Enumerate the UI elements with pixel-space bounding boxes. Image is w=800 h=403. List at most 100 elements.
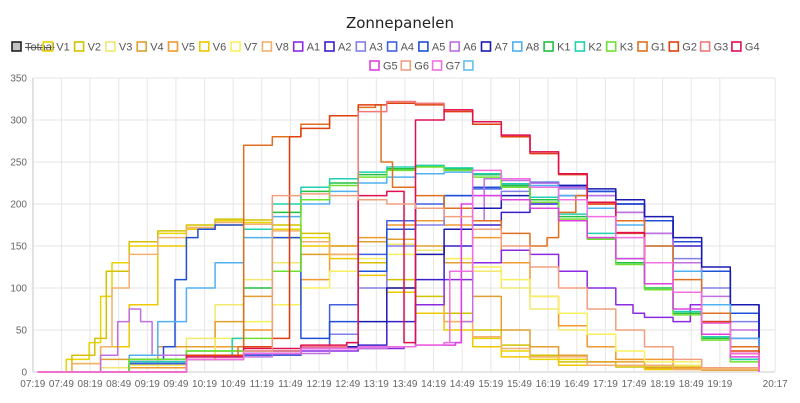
x-tick-label: 09:19	[135, 379, 160, 390]
legend-label[interactable]: K1	[557, 42, 570, 54]
series-line-v4	[37, 238, 760, 373]
legend-item[interactable]: A5	[418, 41, 445, 54]
legend-item[interactable]: K1	[543, 41, 571, 54]
legend-item[interactable]: G6	[400, 60, 429, 73]
legend-label[interactable]: A7	[495, 42, 508, 54]
legend-label[interactable]: G1	[651, 42, 666, 54]
legend-item[interactable]: V6	[199, 41, 226, 54]
legend-swatch[interactable]	[463, 60, 474, 71]
legend-item[interactable]: G7	[431, 60, 461, 73]
legend-label[interactable]: G3	[714, 42, 729, 54]
legend-item[interactable]: A7	[480, 41, 508, 54]
legend-swatch[interactable]	[324, 41, 335, 52]
legend-item[interactable]: A1	[292, 41, 320, 54]
legend-swatch[interactable]	[261, 41, 273, 52]
legend-swatch[interactable]	[355, 41, 367, 52]
legend-swatch[interactable]	[449, 41, 461, 52]
legend-item[interactable]: G2	[668, 41, 697, 54]
legend-item[interactable]	[463, 60, 474, 71]
legend-swatch[interactable]	[105, 41, 116, 52]
legend-label[interactable]: A1	[307, 42, 320, 54]
x-tick-label: 15:19	[478, 379, 503, 390]
legend-item[interactable]: G1	[637, 41, 666, 54]
series-line-k2	[37, 164, 760, 373]
legend-label[interactable]: K2	[588, 42, 601, 54]
legend-label[interactable]: A3	[369, 42, 382, 54]
legend-swatch[interactable]	[292, 41, 304, 52]
x-tick-label: 15:49	[507, 379, 532, 390]
legend-swatch[interactable]	[73, 41, 85, 52]
legend-item[interactable]: A2	[324, 41, 351, 54]
legend-item[interactable]: V3	[105, 41, 132, 54]
legend-label[interactable]: G4	[745, 42, 760, 54]
y-axis: 0 50 100 150 200 250 300 350	[10, 74, 34, 379]
legend-item[interactable]: K3	[605, 41, 633, 54]
legend-swatch[interactable]	[199, 41, 210, 52]
legend-item[interactable]: A4	[386, 41, 414, 54]
y-tick-label: 100	[10, 284, 27, 295]
series-line-k1	[37, 165, 760, 373]
legend[interactable]: Totaal V1 V2 V3 V4 V5 V6 V7 V8 A1 A2 A3 A4 A5 A6 A7 A8 K1…	[11, 41, 760, 73]
legend-swatch[interactable]	[418, 41, 429, 52]
legend-swatch[interactable]	[136, 41, 147, 52]
series-line-v7	[37, 253, 760, 373]
legend-label[interactable]: A8	[526, 42, 539, 54]
legend-label[interactable]: V3	[119, 42, 132, 54]
legend-swatch[interactable]	[230, 41, 241, 52]
legend-label[interactable]: V4	[150, 42, 163, 54]
legend-swatch[interactable]	[668, 41, 680, 52]
legend-swatch[interactable]	[11, 41, 22, 52]
legend-swatch[interactable]	[400, 60, 412, 71]
legend-label[interactable]: V7	[244, 42, 257, 54]
x-axis: 07:19 07:49 08:19 08:49 09:19 09:49 10:19 10:49…	[20, 379, 788, 390]
legend-swatch[interactable]	[574, 41, 586, 52]
legend-label[interactable]: G2	[682, 42, 697, 54]
legend-item[interactable]: V7	[230, 41, 258, 54]
legend-label[interactable]: V2	[88, 42, 101, 54]
legend-label[interactable]: A5	[432, 42, 445, 54]
legend-item[interactable]: V1	[42, 41, 70, 54]
legend-item[interactable]: V2	[73, 41, 101, 54]
legend-swatch[interactable]	[637, 41, 648, 52]
legend-item[interactable]: A3	[355, 41, 383, 54]
legend-label[interactable]: A2	[338, 42, 351, 54]
series-line-v5	[37, 220, 760, 373]
legend-swatch[interactable]	[699, 41, 711, 52]
legend-item[interactable]: V4	[136, 41, 164, 54]
legend-swatch[interactable]	[511, 41, 523, 52]
legend-item[interactable]: V5	[167, 41, 195, 54]
legend-swatch[interactable]	[731, 41, 742, 52]
legend-label[interactable]: V1	[56, 42, 69, 54]
legend-swatch[interactable]	[386, 41, 398, 52]
legend-label[interactable]: A4	[401, 42, 414, 54]
legend-swatch[interactable]	[605, 41, 617, 52]
x-tick-label: 13:19	[364, 379, 389, 390]
legend-swatch[interactable]	[543, 41, 554, 52]
legend-label[interactable]: V8	[275, 42, 288, 54]
x-tick-label: 12:49	[335, 379, 360, 390]
x-tick-label: 14:19	[421, 379, 446, 390]
legend-item[interactable]: G3	[699, 41, 729, 54]
y-tick-label: 300	[10, 116, 27, 127]
legend-item[interactable]: G4	[731, 41, 760, 54]
legend-label[interactable]: A6	[463, 42, 476, 54]
legend-label[interactable]: V6	[213, 42, 226, 54]
x-tick-label: 16:49	[564, 379, 589, 390]
legend-swatch[interactable]	[431, 60, 443, 71]
legend-swatch[interactable]	[167, 41, 179, 52]
y-tick-label: 150	[10, 242, 27, 253]
legend-item[interactable]: V8	[261, 41, 289, 54]
legend-item[interactable]: K2	[574, 41, 602, 54]
legend-label[interactable]: G6	[414, 61, 429, 73]
series-line-k3	[37, 166, 760, 373]
legend-item[interactable]: A6	[449, 41, 477, 54]
legend-label[interactable]: V5	[182, 42, 195, 54]
legend-swatch[interactable]	[480, 41, 492, 52]
legend-label[interactable]: G5	[383, 61, 398, 73]
legend-swatch[interactable]	[369, 60, 380, 71]
legend-item[interactable]: A8	[511, 41, 539, 54]
legend-swatch[interactable]	[42, 41, 54, 52]
legend-item[interactable]: G5	[369, 60, 398, 73]
legend-label[interactable]: K3	[620, 42, 633, 54]
legend-label[interactable]: G7	[446, 61, 461, 73]
